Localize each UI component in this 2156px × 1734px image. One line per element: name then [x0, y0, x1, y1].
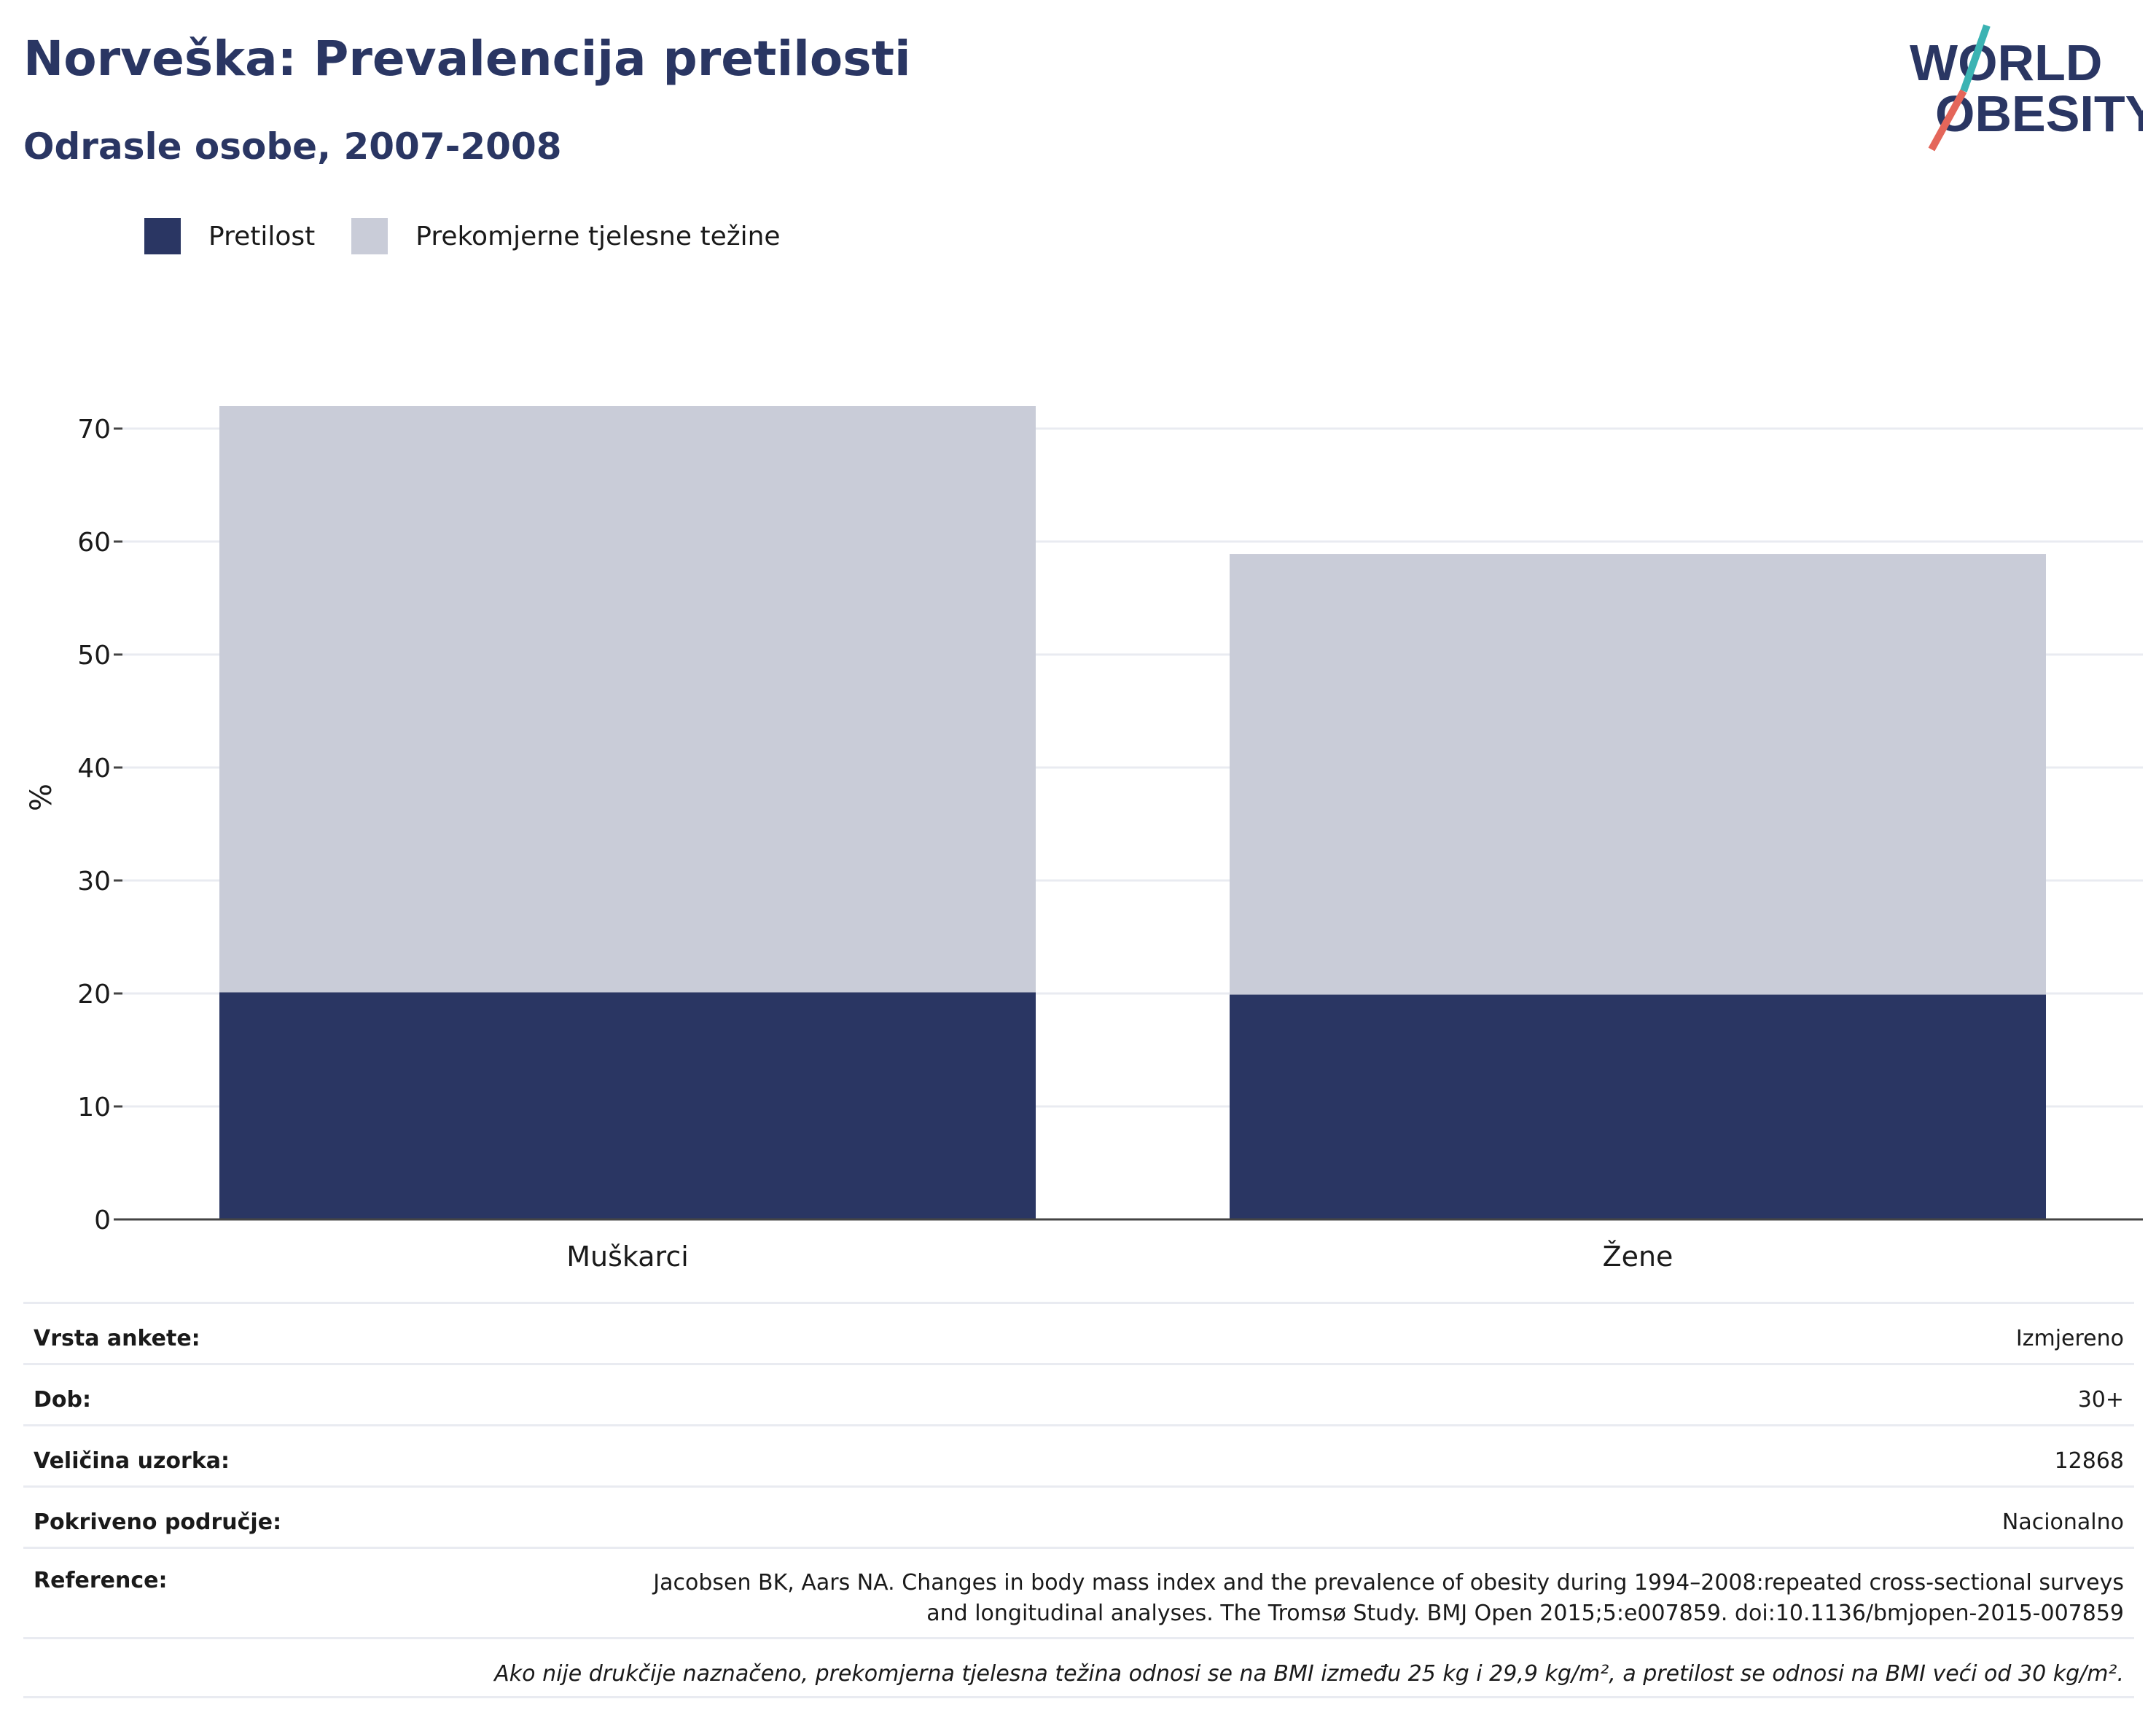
info-row-coverage: Pokriveno područje: Nacionalno — [23, 1485, 2134, 1547]
info-label-coverage: Pokriveno područje: — [34, 1510, 282, 1535]
info-row-age: Dob: 30+ — [23, 1363, 2134, 1424]
logo-text-obesity: OBESITY — [1935, 85, 2143, 142]
world-obesity-logo: WORLD OBESITY — [1910, 24, 2143, 152]
bar-obesity — [1230, 994, 2046, 1219]
info-label-age: Dob: — [34, 1387, 91, 1413]
legend-swatch-obesity — [144, 218, 181, 254]
logo-slash-teal — [1960, 24, 1991, 93]
y-tick-label: 30 — [77, 867, 111, 897]
y-tick-label: 70 — [77, 415, 111, 445]
legend-label-overweight: Prekomjerne tjelesne težine — [415, 221, 781, 251]
bar-overweight — [219, 406, 1036, 993]
info-value-age: 30+ — [2077, 1387, 2124, 1413]
legend-label-obesity: Pretilost — [208, 221, 316, 251]
reference-line-2: and longitudinal analyses. The Tromsø St… — [926, 1601, 2124, 1626]
definition-note: Ako nije drukčije naznačeno, prekomjerna… — [494, 1661, 2124, 1687]
x-tick-label: Žene — [1603, 1241, 1673, 1268]
legend-swatch-overweight — [351, 218, 388, 254]
survey-info-table: Vrsta ankete: Izmjereno Dob: 30+ Veličin… — [23, 1302, 2134, 1698]
info-label-references: Reference: — [34, 1568, 168, 1593]
legend-item-overweight[interactable]: Prekomjerne tjelesne težine — [351, 218, 781, 254]
logo-text-world: WORLD — [1910, 34, 2102, 91]
bar-chart: 0 10 20 30 40 50 60 70% Muškarci Žene — [25, 406, 2143, 1268]
y-tick-label: 40 — [77, 754, 111, 784]
y-axis-label: % — [25, 784, 58, 811]
chart-legend: Pretilost Prekomjerne tjelesne težine — [144, 216, 817, 257]
page-title: Norveška: Prevalencija pretilosti — [23, 31, 911, 87]
info-value-coverage: Nacionalno — [2001, 1510, 2124, 1535]
bar-obesity — [219, 992, 1036, 1219]
y-tick-label: 10 — [77, 1093, 111, 1122]
y-tick-label: 60 — [77, 528, 111, 558]
y-tick-label: 20 — [77, 980, 111, 1009]
y-tick-label: 50 — [77, 641, 111, 671]
info-value-sample-size: 12868 — [2054, 1448, 2124, 1474]
info-value-references: Jacobsen BK, Aars NA. Changes in body ma… — [653, 1568, 2124, 1629]
bar-overweight — [1230, 554, 2046, 995]
info-row-sample-size: Veličina uzorka: 12868 — [23, 1424, 2134, 1485]
info-row-references: Reference: Jacobsen BK, Aars NA. Changes… — [23, 1547, 2134, 1637]
info-label-survey-type: Vrsta ankete: — [34, 1326, 200, 1351]
logo-slash-coral — [1928, 89, 1967, 152]
info-label-sample-size: Veličina uzorka: — [34, 1448, 230, 1474]
legend-item-obesity[interactable]: Pretilost — [144, 218, 315, 254]
x-tick-label: Muškarci — [566, 1241, 689, 1268]
info-row-survey-type: Vrsta ankete: Izmjereno — [23, 1302, 2134, 1363]
info-value-survey-type: Izmjereno — [2015, 1326, 2124, 1351]
info-row-note: Ako nije drukčije naznačeno, prekomjerna… — [23, 1637, 2134, 1698]
y-tick-label: 0 — [94, 1206, 111, 1235]
reference-line-1: Jacobsen BK, Aars NA. Changes in body ma… — [653, 1570, 2124, 1596]
page-subtitle: Odrasle osobe, 2007-2008 — [23, 125, 562, 168]
